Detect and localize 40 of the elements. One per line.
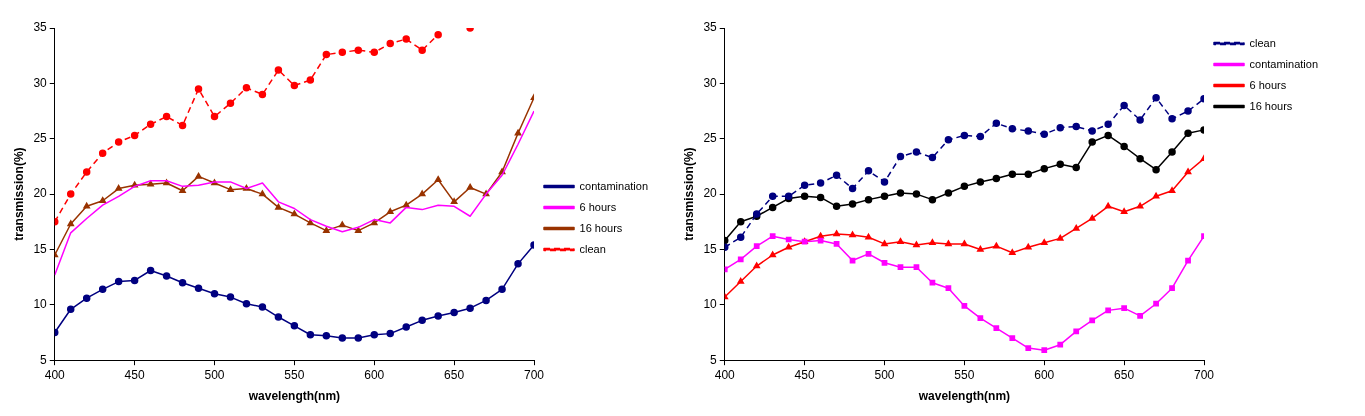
x-tick-label: 700 bbox=[524, 367, 545, 382]
x-tick-label: 500 bbox=[874, 367, 895, 382]
y-axis-title: transmission(%) bbox=[11, 147, 26, 241]
legend-label: contamination bbox=[1249, 57, 1319, 70]
y-tick-label: 15 bbox=[33, 241, 48, 256]
x-tick-label: 650 bbox=[1114, 367, 1135, 382]
x-axis-title: wavelength(nm) bbox=[247, 389, 341, 404]
y-tick-label: 20 bbox=[703, 186, 718, 201]
legend-label: 16 hours bbox=[579, 221, 623, 234]
y-tick-label: 5 bbox=[40, 352, 48, 367]
y-tick-label: 25 bbox=[33, 131, 48, 146]
y-tick-label: 10 bbox=[703, 297, 718, 312]
y-tick-label: 20 bbox=[33, 186, 48, 201]
x-tick-label: 450 bbox=[794, 367, 815, 382]
y-tick-label: 25 bbox=[703, 131, 718, 146]
y-tick-label: 30 bbox=[33, 75, 48, 90]
y-tick-label: 30 bbox=[703, 75, 718, 90]
y-axis-title: transmission(%) bbox=[681, 147, 696, 241]
legend-label: clean bbox=[1249, 36, 1276, 49]
legend-label: 6 hours bbox=[1249, 78, 1287, 91]
x-tick-label: 450 bbox=[124, 367, 145, 382]
y-tick-label: 35 bbox=[703, 20, 718, 35]
x-tick-label: 600 bbox=[1034, 367, 1055, 382]
y-tick-label: 35 bbox=[33, 20, 48, 35]
x-tick-label: 550 bbox=[284, 367, 305, 382]
legend-label: 16 hours bbox=[1249, 99, 1293, 112]
x-tick-label: 700 bbox=[1194, 367, 1215, 382]
legend-label: clean bbox=[579, 242, 606, 255]
x-tick-label: 600 bbox=[364, 367, 385, 382]
x-tick-label: 400 bbox=[714, 367, 736, 382]
x-tick-label: 500 bbox=[204, 367, 225, 382]
x-axis-title: wavelength(nm) bbox=[917, 389, 1011, 404]
y-tick-label: 15 bbox=[703, 241, 718, 256]
legend-label: 6 hours bbox=[579, 200, 617, 213]
y-tick-label: 5 bbox=[710, 352, 718, 367]
x-tick-label: 650 bbox=[444, 367, 465, 382]
legend-label: contamination bbox=[579, 179, 649, 192]
x-tick-label: 400 bbox=[44, 367, 66, 382]
x-tick-label: 550 bbox=[954, 367, 975, 382]
y-tick-label: 10 bbox=[33, 297, 48, 312]
